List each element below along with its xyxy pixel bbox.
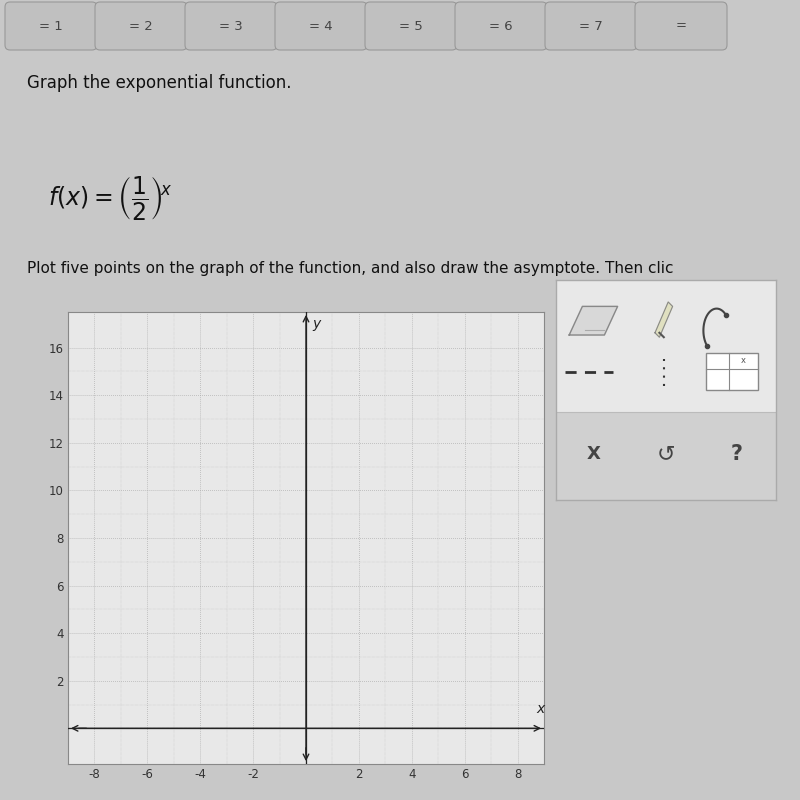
Text: = 1: = 1 xyxy=(39,19,63,33)
Polygon shape xyxy=(655,302,673,338)
Text: = 5: = 5 xyxy=(399,19,423,33)
Text: y: y xyxy=(313,317,321,330)
FancyBboxPatch shape xyxy=(5,2,97,50)
Text: x: x xyxy=(536,702,544,717)
Text: = 4: = 4 xyxy=(309,19,333,33)
Text: Plot five points on the graph of the function, and also draw the asymptote. Then: Plot five points on the graph of the fun… xyxy=(27,261,674,276)
FancyBboxPatch shape xyxy=(635,2,727,50)
Bar xyxy=(706,353,758,390)
FancyBboxPatch shape xyxy=(185,2,277,50)
FancyBboxPatch shape xyxy=(95,2,187,50)
Polygon shape xyxy=(570,306,618,335)
Text: = 3: = 3 xyxy=(219,19,243,33)
Text: = 7: = 7 xyxy=(579,19,603,33)
Text: = 6: = 6 xyxy=(489,19,513,33)
Text: ↺: ↺ xyxy=(657,444,675,464)
Text: ?: ? xyxy=(730,444,742,464)
Text: Graph the exponential function.: Graph the exponential function. xyxy=(27,74,292,92)
Text: =: = xyxy=(675,19,686,33)
Bar xyxy=(556,412,776,500)
Text: X: X xyxy=(586,445,600,462)
Text: = 2: = 2 xyxy=(129,19,153,33)
FancyBboxPatch shape xyxy=(545,2,637,50)
Text: $f(x)=\left(\dfrac{1}{2}\right)^{\!x}$: $f(x)=\left(\dfrac{1}{2}\right)^{\!x}$ xyxy=(48,174,172,222)
FancyBboxPatch shape xyxy=(275,2,367,50)
Text: x: x xyxy=(741,356,746,366)
FancyBboxPatch shape xyxy=(365,2,457,50)
FancyBboxPatch shape xyxy=(455,2,547,50)
